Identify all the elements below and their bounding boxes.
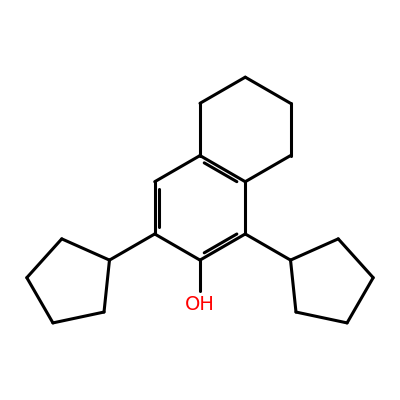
Text: OH: OH xyxy=(185,295,215,314)
